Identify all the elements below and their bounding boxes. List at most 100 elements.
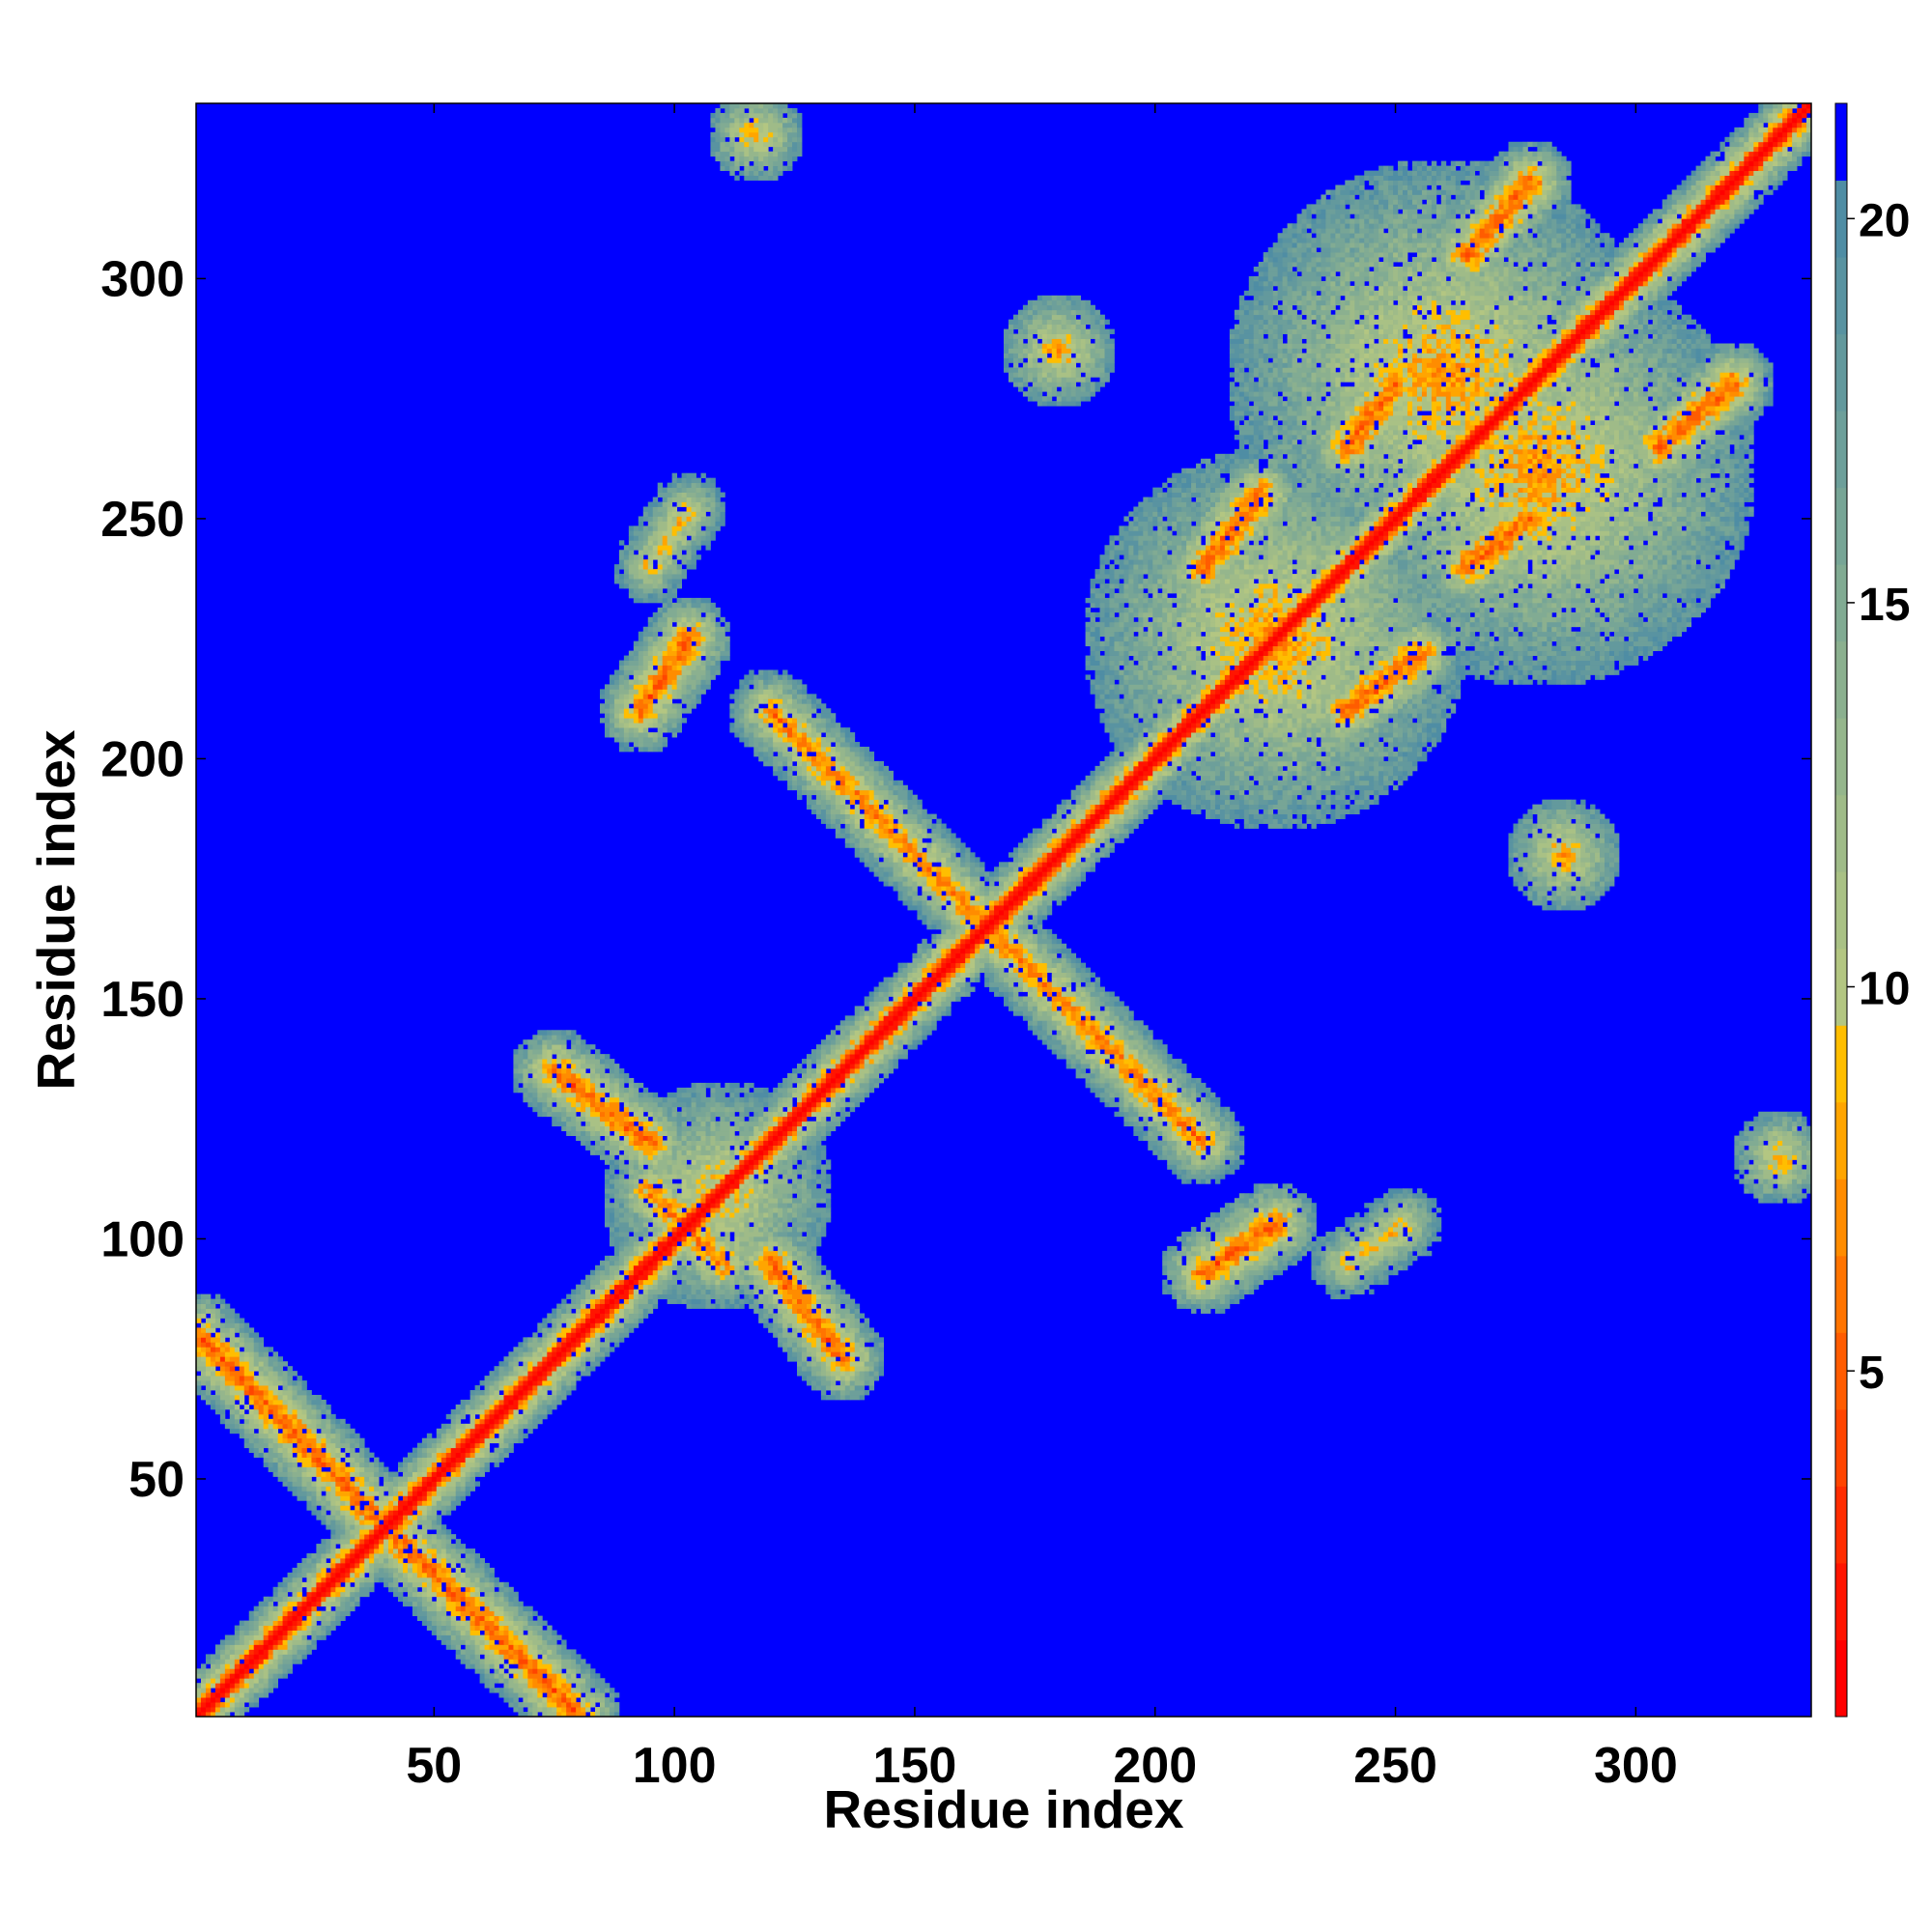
heatmap-cell-run [460,1471,467,1477]
heatmap-cell-run [1777,1198,1783,1204]
heatmap-cell-run [613,1269,620,1276]
heatmap-cell-run [1267,1203,1274,1208]
heatmap-cell-run [253,1447,260,1454]
heatmap-cell-run [604,1332,611,1338]
heatmap-cell-run [561,1308,567,1314]
heatmap-cell-run [498,1605,504,1612]
heatmap-cell-run [825,1274,832,1281]
heatmap-cell-run [345,1471,351,1477]
heatmap-cell-run [1253,1203,1260,1208]
heatmap-cell-run [810,1260,817,1266]
heatmap-cell-run [763,1217,769,1223]
heatmap-cell-run [618,1313,625,1319]
heatmap-cell-run [739,1269,745,1276]
heatmap-cell-run [864,1356,870,1362]
heatmap-cell-run [474,1615,480,1621]
heatmap-cell-run [340,1557,346,1564]
heatmap-cell-run [835,1332,841,1338]
heatmap-cell-run [839,1371,846,1377]
heatmap-cell-run [268,1385,278,1391]
heatmap-cell-run [778,1169,783,1175]
heatmap-cell-run [489,1601,495,1607]
heatmap-cell-run [1388,1260,1394,1266]
heatmap-cell-run [345,1596,351,1603]
heatmap-cell-run [445,1466,452,1472]
heatmap-cell-run [330,1452,336,1459]
heatmap-cell-run [1782,1188,1793,1194]
heatmap-cell-run [474,1442,480,1449]
heatmap-cell-run [321,1581,327,1588]
heatmap-cell-run [532,1423,538,1430]
heatmap-cell-run [340,1610,351,1617]
heatmap-cell-run [1229,1245,1236,1252]
heatmap-cell-run [484,1399,495,1406]
heatmap-cell-run [219,1308,236,1314]
heatmap-cell-run [1792,1198,1798,1204]
heatmap-cell-run [412,1476,418,1482]
heatmap-cell-run [715,1245,721,1252]
heatmap-cell-run [210,1399,216,1406]
heatmap-cell-run [1229,1269,1236,1276]
heatmap-cell-run [345,1605,351,1612]
heatmap-cell-run [1214,1284,1221,1291]
heatmap-cell-run [532,1625,543,1631]
heatmap-cell-run [1206,1303,1211,1309]
heatmap-cell-run [431,1520,438,1525]
heatmap-cell-run [219,1644,226,1650]
heatmap-cell-run [657,1250,664,1257]
heatmap-cell-run [263,1462,270,1467]
heatmap-cell-run [566,1688,572,1693]
heatmap-cell-run [311,1481,317,1487]
heatmap-cell-run [508,1390,514,1396]
heatmap-cell-run [384,1524,389,1530]
heatmap-cell-run [744,1255,750,1262]
heatmap-cell-run [628,1169,635,1175]
heatmap-cell-run [379,1544,384,1549]
heatmap-cell-run [330,1457,336,1463]
heatmap-cell-run [421,1486,428,1492]
heatmap-cell-run [825,1385,832,1391]
heatmap-cell-run [469,1476,476,1482]
heatmap-cell-run [705,1198,711,1204]
heatmap-cell-run [479,1572,485,1578]
heatmap-cell-run [398,1567,404,1574]
heatmap-cell-run [815,1380,822,1386]
heatmap-cell-run [537,1615,543,1621]
heatmap-cell-run [503,1630,509,1635]
heatmap-cell-run [1277,1208,1284,1213]
heatmap-cell-run [835,1376,841,1381]
heatmap-cell-run [1782,1193,1788,1199]
heatmap-cell-run [229,1413,236,1420]
heatmap-cell-run [196,1366,207,1372]
heatmap-cell-run [402,1457,413,1463]
heatmap-cell-run [571,1293,577,1299]
heatmap-cell-run [268,1408,274,1415]
heatmap-cell-run [282,1476,288,1482]
heatmap-cell-run [234,1385,245,1391]
heatmap-cell-run [1393,1264,1399,1271]
heatmap-cell-run [219,1347,226,1352]
heatmap-cell-run [1206,1179,1211,1184]
heatmap-cell-run [494,1577,499,1583]
heatmap-cell-run [739,1232,745,1237]
heatmap-cell-run [326,1433,331,1439]
heatmap-cell-run [1272,1232,1279,1237]
heatmap-cell-run [393,1548,399,1554]
heatmap-cell-run [1744,1174,1749,1179]
heatmap-cell-run [671,1274,678,1281]
heatmap-cell-run [734,1279,740,1286]
heatmap-cell-run [287,1605,293,1612]
heatmap-cell-run [825,1327,832,1333]
heatmap-cell-run [301,1572,307,1578]
heatmap-cell-run [388,1524,394,1530]
heatmap-cell-run [258,1447,265,1454]
heatmap-cell-run [720,1264,725,1271]
heatmap-cell-run [542,1322,548,1328]
heatmap-cell-run [1296,1250,1302,1257]
heatmap-cell-run [1292,1198,1302,1204]
heatmap-cell-run [595,1332,601,1338]
heatmap-cell-run [763,1313,769,1319]
heatmap-cell-run [1426,1212,1433,1218]
heatmap-cell-run [581,1663,591,1669]
heatmap-cell-run [1364,1264,1370,1271]
